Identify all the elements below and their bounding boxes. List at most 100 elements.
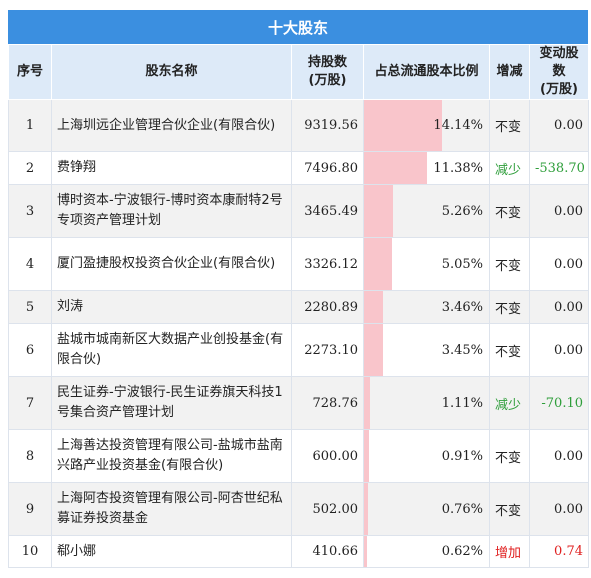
shareholder-name: 上海圳远企业管理合伙企业(有限合伙) [51,99,292,152]
row-index: 9 [8,482,52,536]
header-idx: 序号 [8,44,52,100]
header-delta-line2: (万股) [540,82,578,97]
ratio-cell: 11.38% [363,151,490,185]
ratio-cell: 14.14% [363,99,490,152]
delta-value: 0.00 [529,429,589,483]
delta-value: -70.10 [529,376,589,430]
ratio-bar [364,100,442,151]
change-status: 不变 [489,482,530,536]
ratio-value: 1.11% [441,395,483,411]
ratio-value: 3.45% [441,342,483,358]
ratio-bar [364,185,393,237]
table-header-row: 序号 股东名称 持股数 (万股) 占总流通股本比例 增减 变动股数 (万股) [8,44,589,100]
shares-value: 600.00 [291,429,364,483]
change-status: 增加 [489,535,530,568]
shareholder-name: 上海善达投资管理有限公司-盐城市盐南兴路产业投资基金(有限合伙) [51,429,292,483]
ratio-bar [364,291,384,323]
ratio-cell: 1.11% [363,376,490,430]
shareholder-name: 郗小娜 [51,535,292,568]
ratio-bar [364,377,371,429]
shareholder-name: 盐城市城南新区大数据产业创投基金(有限合伙) [51,323,292,377]
ratio-value: 0.76% [441,501,483,517]
shares-value: 3465.49 [291,184,364,238]
delta-value: 0.00 [529,482,589,536]
ratio-cell: 0.76% [363,482,490,536]
table-row: 5 刘涛 2280.89 3.46% 不变 0.00 [8,290,589,324]
ratio-cell: 3.45% [363,323,490,377]
header-ratio: 占总流通股本比例 [363,44,490,100]
table-row: 8 上海善达投资管理有限公司-盐城市盐南兴路产业投资基金(有限合伙) 600.00 0… [8,429,589,483]
change-status: 不变 [489,323,530,377]
shares-value: 410.66 [291,535,364,568]
ratio-cell: 0.91% [363,429,490,483]
shares-value: 9319.56 [291,99,364,152]
ratio-bar [364,324,384,376]
row-index: 2 [8,151,52,185]
shares-value: 2273.10 [291,323,364,377]
header-shares: 持股数 (万股) [291,44,364,100]
ratio-cell: 5.26% [363,184,490,238]
ratio-cell: 3.46% [363,290,490,324]
ratio-value: 14.14% [433,118,483,133]
ratio-bar [364,536,368,567]
change-status: 不变 [489,99,530,152]
shares-value: 728.76 [291,376,364,430]
ratio-value: 3.46% [441,299,483,315]
header-change: 增减 [489,44,530,100]
shareholders-table: 序号 股东名称 持股数 (万股) 占总流通股本比例 增减 变动股数 (万股) 1 上海… [8,44,589,568]
delta-value: 0.00 [529,323,589,377]
shareholder-name: 刘涛 [51,290,292,324]
change-status: 减少 [489,376,530,430]
header-shares-line1: 持股数 [307,55,347,70]
shares-value: 2280.89 [291,290,364,324]
delta-value: 0.00 [529,184,589,238]
shareholder-name: 厦门盈捷股权投资合伙企业(有限合伙) [51,237,292,291]
change-status: 不变 [489,184,530,238]
table-row: 2 费铮翔 7496.80 11.38% 减少 -538.70 [8,151,589,185]
table-row: 9 上海阿杏投资管理有限公司-阿杏世纪私募证券投资基金 502.00 0.76% 不变 0… [8,482,589,536]
row-index: 8 [8,429,52,483]
table-row: 7 民生证券-宁波银行-民生证券旗天科技1号集合资产管理计划 728.76 1.11%… [8,376,589,430]
change-status: 不变 [489,429,530,483]
ratio-value: 5.05% [441,256,483,272]
row-index: 1 [8,99,52,152]
table-row: 3 博时资本-宁波银行-博时资本康耐特2号专项资产管理计划 3465.49 5.26%… [8,184,589,238]
row-index: 5 [8,290,52,324]
shares-value: 7496.80 [291,151,364,185]
delta-value: 0.00 [529,290,589,324]
ratio-value: 0.91% [441,448,483,464]
delta-value: 0.00 [529,99,589,152]
header-delta: 变动股数 (万股) [529,44,589,100]
delta-value: -538.70 [529,151,589,185]
change-status: 不变 [489,237,530,291]
top-shareholders-panel: 十大股东 序号 股东名称 持股数 (万股) 占总流通股本比例 增减 变动股数 (万股… [8,10,589,568]
header-delta-line1: 变动股数 [539,46,579,79]
shareholder-name: 民生证券-宁波银行-民生证券旗天科技1号集合资产管理计划 [51,376,292,430]
shareholder-name: 博时资本-宁波银行-博时资本康耐特2号专项资产管理计划 [51,184,292,238]
row-index: 6 [8,323,52,377]
ratio-value: 5.26% [441,203,483,219]
shareholder-name: 费铮翔 [51,151,292,185]
change-status: 不变 [489,290,530,324]
row-index: 4 [8,237,52,291]
ratio-value: 11.38% [433,160,483,176]
row-index: 3 [8,184,52,238]
ratio-bar [364,483,369,535]
change-status: 减少 [489,151,530,185]
table-row: 10 郗小娜 410.66 0.62% 增加 0.74 [8,535,589,568]
ratio-bar [364,238,392,290]
table-row: 4 厦门盈捷股权投资合伙企业(有限合伙) 3326.12 5.05% 不变 0.00 [8,237,589,291]
table-row: 1 上海圳远企业管理合伙企业(有限合伙) 9319.56 14.14% 不变 0.00 [8,99,589,152]
header-name: 股东名称 [51,44,292,100]
ratio-cell: 5.05% [363,237,490,291]
table-row: 6 盐城市城南新区大数据产业创投基金(有限合伙) 2273.10 3.45% 不变 0.0… [8,323,589,377]
ratio-value: 0.62% [441,544,483,559]
panel-title: 十大股东 [8,10,588,44]
ratio-cell: 0.62% [363,535,490,568]
header-shares-line2: (万股) [308,73,347,88]
shares-value: 502.00 [291,482,364,536]
delta-value: 0.00 [529,237,589,291]
shares-value: 3326.12 [291,237,364,291]
row-index: 7 [8,376,52,430]
row-index: 10 [8,535,52,568]
